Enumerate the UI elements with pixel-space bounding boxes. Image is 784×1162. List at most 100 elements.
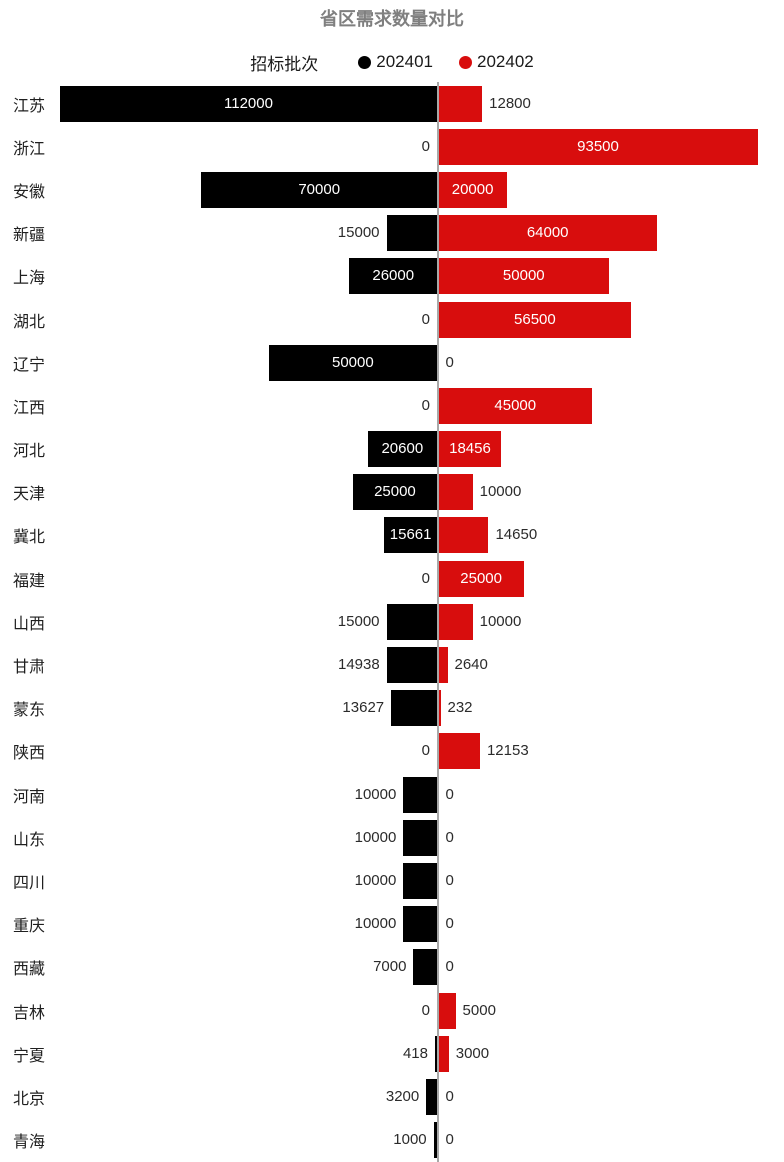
chart-row: 山东 10000 0 bbox=[0, 816, 784, 859]
value-label-202402: 25000 bbox=[460, 569, 502, 587]
right-bar-area: 3000 bbox=[437, 1032, 784, 1075]
chart-row: 西藏 7000 0 bbox=[0, 946, 784, 989]
bar-202402[interactable] bbox=[438, 258, 610, 295]
right-bar-area: 12153 bbox=[437, 730, 784, 773]
right-bar-area: 0 bbox=[437, 903, 784, 946]
bar-202402[interactable] bbox=[438, 301, 632, 338]
legend: 招标批次 202401 202402 bbox=[0, 50, 784, 74]
bar-202402[interactable] bbox=[438, 215, 657, 252]
value-label-202402: 12800 bbox=[489, 94, 531, 112]
left-bar-area: 0 bbox=[57, 989, 437, 1032]
bar-202401[interactable] bbox=[403, 906, 437, 943]
chart-row: 冀北 15661 14650 bbox=[0, 514, 784, 557]
value-label-202402: 0 bbox=[445, 785, 454, 803]
value-label-202402: 0 bbox=[445, 353, 454, 371]
chart-row: 河南 10000 0 bbox=[0, 773, 784, 816]
category-label: 福建 bbox=[13, 572, 46, 590]
chart-row: 新疆 15000 64000 bbox=[0, 212, 784, 255]
value-label-202402: 2640 bbox=[454, 656, 488, 674]
value-label-202402: 5000 bbox=[462, 1001, 496, 1019]
bar-202401[interactable] bbox=[352, 474, 437, 511]
value-label-202401: 10000 bbox=[354, 785, 397, 803]
right-bar-area: 5000 bbox=[437, 989, 784, 1032]
bar-202401[interactable] bbox=[367, 431, 437, 468]
bar-202402[interactable] bbox=[438, 431, 502, 468]
bar-202401[interactable] bbox=[433, 1122, 437, 1159]
bar-202402[interactable] bbox=[438, 474, 473, 511]
bar-202402[interactable] bbox=[438, 128, 758, 165]
right-bar-area: 25000 bbox=[437, 557, 784, 600]
bar-202401[interactable] bbox=[403, 776, 437, 813]
right-bar-area: 10000 bbox=[437, 600, 784, 643]
left-bar-area: 7000 bbox=[57, 946, 437, 989]
right-bar-area: 10000 bbox=[437, 471, 784, 514]
category-label: 江苏 bbox=[13, 97, 46, 115]
chart-row: 四川 10000 0 bbox=[0, 859, 784, 902]
bar-202401[interactable] bbox=[60, 85, 437, 122]
bar-202401[interactable] bbox=[349, 258, 437, 295]
legend-item-202402[interactable]: 202402 bbox=[459, 52, 534, 72]
value-label-202401: 13627 bbox=[342, 699, 385, 717]
value-label-202401: 112000 bbox=[224, 94, 273, 112]
bar-202402[interactable] bbox=[438, 171, 507, 208]
category-label: 天津 bbox=[13, 486, 46, 504]
left-bar-area: 418 bbox=[57, 1032, 437, 1075]
category-label: 吉林 bbox=[13, 1004, 46, 1022]
bar-202401[interactable] bbox=[386, 647, 437, 684]
bar-202401[interactable] bbox=[413, 949, 437, 986]
left-bar-area: 10000 bbox=[57, 903, 437, 946]
bar-202402[interactable] bbox=[438, 387, 593, 424]
bar-202402[interactable] bbox=[438, 85, 483, 122]
category-label: 四川 bbox=[13, 874, 46, 892]
value-label-202402: 0 bbox=[445, 871, 454, 889]
chart-row: 陕西 0 12153 bbox=[0, 730, 784, 773]
value-label-202402: 0 bbox=[445, 1131, 454, 1149]
bar-202401[interactable] bbox=[384, 517, 437, 554]
chart-row: 吉林 0 5000 bbox=[0, 989, 784, 1032]
category-label: 浙江 bbox=[13, 140, 46, 158]
category-label: 湖北 bbox=[13, 313, 46, 331]
legend-item-202401[interactable]: 202401 bbox=[358, 52, 433, 72]
bar-202402[interactable] bbox=[438, 992, 456, 1029]
category-label: 山东 bbox=[13, 831, 46, 849]
left-bar-area: 0 bbox=[57, 730, 437, 773]
right-bar-area: 50000 bbox=[437, 255, 784, 298]
bar-202402[interactable] bbox=[438, 733, 480, 770]
bar-202401[interactable] bbox=[403, 862, 437, 899]
bar-202401[interactable] bbox=[435, 1035, 437, 1072]
bar-202401[interactable] bbox=[391, 690, 437, 727]
left-bar-area: 0 bbox=[57, 298, 437, 341]
category-label: 青海 bbox=[13, 1134, 46, 1152]
left-bar-area: 15000 bbox=[57, 600, 437, 643]
category-label: 辽宁 bbox=[13, 356, 46, 374]
value-label-202401: 7000 bbox=[373, 958, 407, 976]
bar-202401[interactable] bbox=[403, 819, 437, 856]
right-bar-area: 56500 bbox=[437, 298, 784, 341]
chart-row: 山西 15000 10000 bbox=[0, 600, 784, 643]
right-bar-area: 0 bbox=[437, 773, 784, 816]
legend-title: 招标批次 bbox=[250, 54, 319, 74]
bar-202401[interactable] bbox=[386, 215, 437, 252]
category-label: 北京 bbox=[13, 1090, 46, 1108]
bar-202402[interactable] bbox=[438, 517, 489, 554]
bar-202402[interactable] bbox=[438, 647, 448, 684]
legend-dot-202402-icon bbox=[459, 55, 472, 69]
value-label-202402: 232 bbox=[447, 699, 473, 717]
bar-202402[interactable] bbox=[438, 690, 441, 727]
bar-202401[interactable] bbox=[426, 1078, 437, 1115]
value-label-202401: 15000 bbox=[337, 612, 380, 630]
bar-202402[interactable] bbox=[438, 560, 524, 597]
chart-row: 江苏 112000 12800 bbox=[0, 82, 784, 125]
bar-202402[interactable] bbox=[438, 1035, 449, 1072]
value-label-202402: 50000 bbox=[502, 267, 545, 285]
bar-202401[interactable] bbox=[268, 344, 437, 381]
bar-202401[interactable] bbox=[201, 171, 437, 208]
chart-row: 天津 25000 10000 bbox=[0, 471, 784, 514]
value-label-202402: 0 bbox=[445, 1087, 454, 1105]
bar-202402[interactable] bbox=[438, 603, 473, 640]
value-label-202401: 20600 bbox=[381, 440, 424, 458]
right-bar-area: 0 bbox=[437, 341, 784, 384]
right-bar-area: 0 bbox=[437, 1119, 784, 1162]
left-bar-area: 3200 bbox=[57, 1075, 437, 1118]
bar-202401[interactable] bbox=[386, 603, 437, 640]
